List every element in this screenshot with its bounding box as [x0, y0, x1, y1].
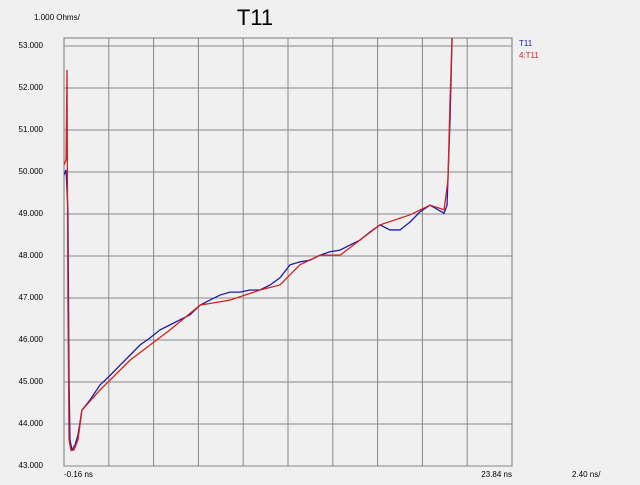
y-tick-label: 48.000 — [19, 251, 44, 260]
legend-entry: 4:T11 — [519, 51, 539, 60]
y-tick-label: 53.000 — [19, 41, 44, 50]
y-tick-label: 51.000 — [19, 125, 44, 134]
y-scale-label: 1.000 Ohms/ — [34, 13, 81, 22]
legend-entry: T11 — [519, 39, 533, 48]
y-tick-label: 50.000 — [19, 167, 44, 176]
y-tick-label: 44.000 — [19, 419, 44, 428]
x-tick-label: -0.16 ns — [64, 470, 93, 479]
y-tick-label: 47.000 — [19, 293, 44, 302]
trace — [64, 38, 453, 452]
y-tick-label: 45.000 — [19, 377, 44, 386]
x-scale-label: 2.40 ns/ — [572, 470, 601, 479]
y-tick-label: 43.000 — [19, 461, 44, 470]
y-tick-label: 46.000 — [19, 335, 44, 344]
y-tick-label: 49.000 — [19, 209, 44, 218]
trace — [64, 38, 453, 451]
y-tick-label: 52.000 — [19, 83, 44, 92]
x-tick-label: 23.84 ns — [481, 470, 512, 479]
chart-title: T11 — [237, 5, 273, 30]
